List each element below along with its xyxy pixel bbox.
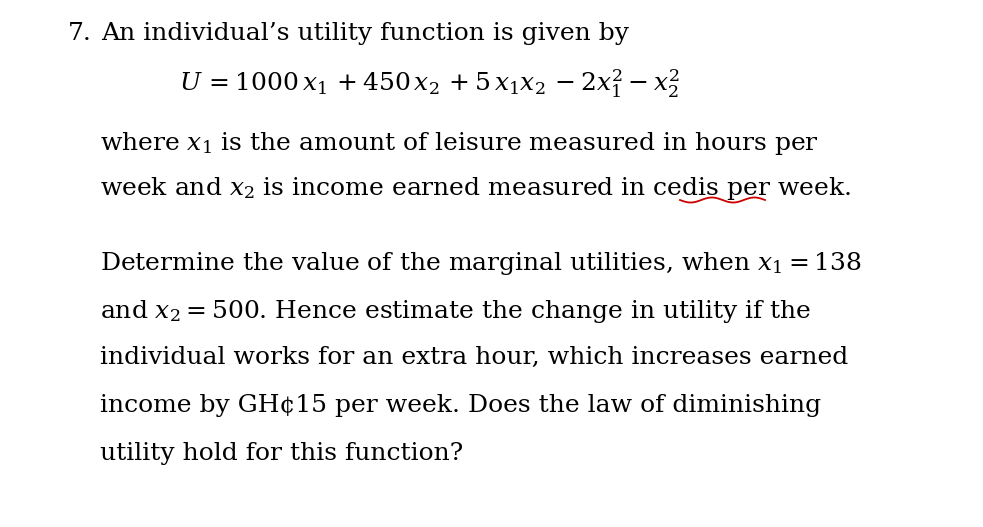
Text: 7.: 7. [68, 22, 91, 45]
Text: and $x_2 = 500$. Hence estimate the change in utility if the: and $x_2 = 500$. Hence estimate the chan… [100, 298, 811, 325]
Text: week and $x_2$ is income earned measured in cedis per week.: week and $x_2$ is income earned measured… [100, 175, 851, 202]
Text: utility hold for this function?: utility hold for this function? [100, 442, 463, 465]
Text: Determine the value of the marginal utilities, when $x_1 = 138$: Determine the value of the marginal util… [100, 250, 861, 277]
Text: where $x_1$ is the amount of leisure measured in hours per: where $x_1$ is the amount of leisure mea… [100, 130, 819, 157]
Text: $U\,=1000\,x_1\,+450\,x_2\,+5\,x_1 x_2\,-2x_1^2 - x_2^2$: $U\,=1000\,x_1\,+450\,x_2\,+5\,x_1 x_2\,… [180, 68, 680, 100]
Text: individual works for an extra hour, which increases earned: individual works for an extra hour, whic… [100, 346, 848, 369]
Text: income by GH¢15 per week. Does the law of diminishing: income by GH¢15 per week. Does the law o… [100, 394, 821, 417]
Text: An individual’s utility function is given by: An individual’s utility function is give… [101, 22, 629, 45]
